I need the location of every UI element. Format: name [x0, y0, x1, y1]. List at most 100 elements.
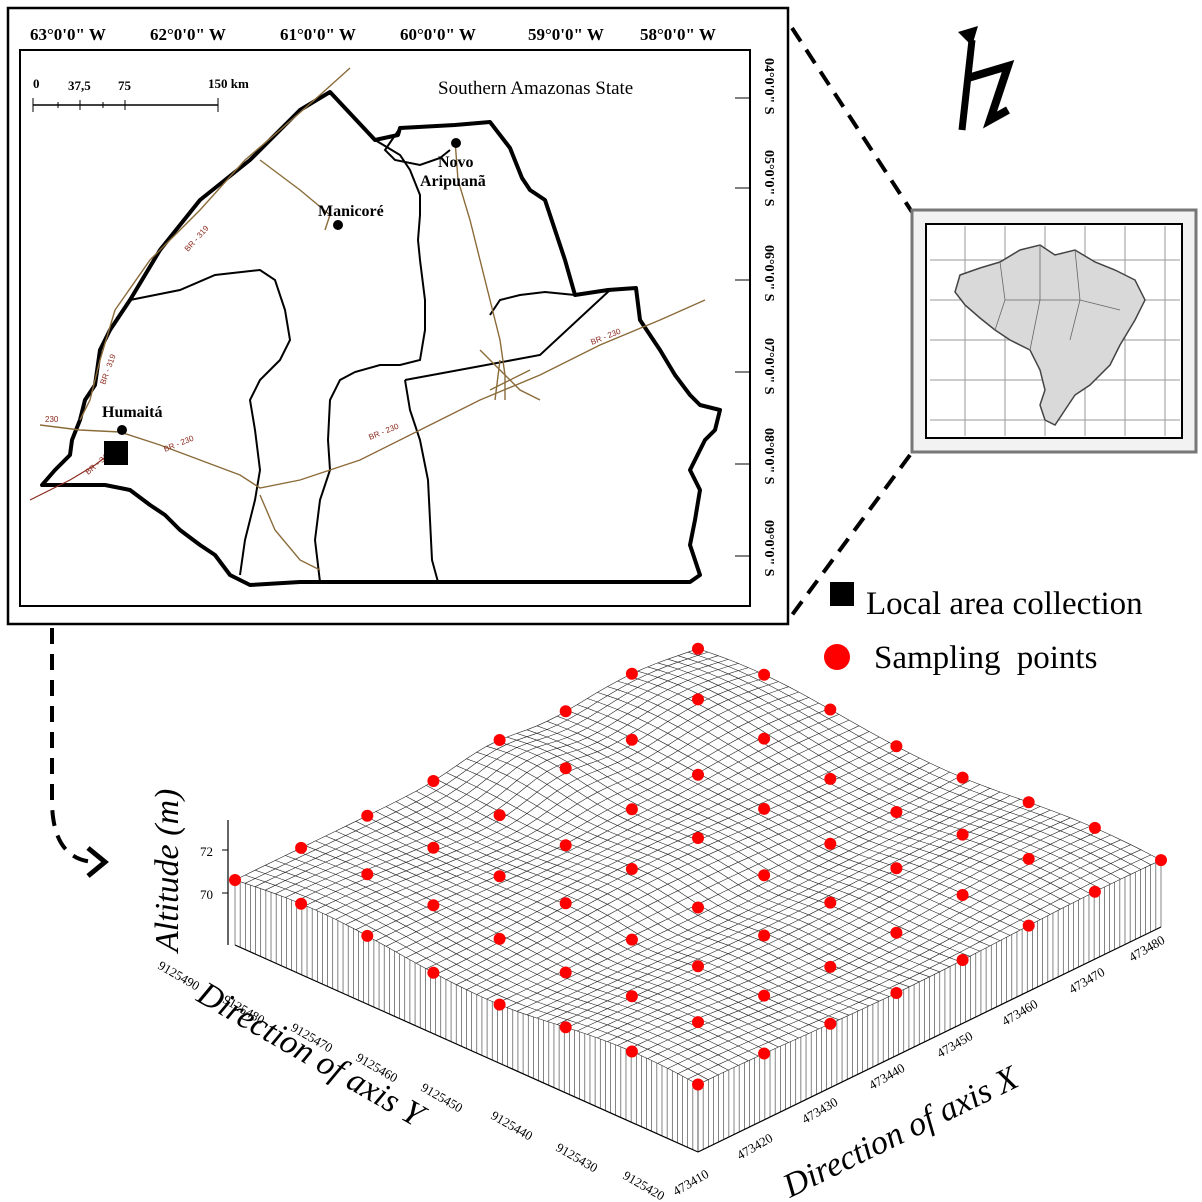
arrow-head: [86, 846, 109, 878]
mesh-line: [556, 798, 1021, 1025]
mesh-line: [657, 839, 1121, 1064]
latitude-label: 06°0'0" S: [761, 245, 776, 302]
brazil-states: [994, 245, 1121, 351]
latitude-label: 04°0'0" S: [761, 58, 776, 115]
surface-skirt-right: [697, 860, 1162, 1153]
y-tick-label: 9125440: [489, 1108, 536, 1144]
sampling-point: [824, 772, 837, 785]
mesh-line: [476, 767, 940, 995]
mesh-line: [516, 784, 980, 1012]
sampling-point: [758, 869, 771, 882]
sampling-point: [1022, 919, 1035, 932]
mesh-line: [697, 859, 1162, 1085]
sampling-point: [956, 771, 969, 784]
mesh-line: [526, 788, 991, 1016]
mesh-line: [567, 710, 1031, 926]
sampling-point: [559, 839, 572, 852]
mesh-line: [587, 698, 1051, 915]
sampling-point: [890, 987, 903, 999]
mesh-line: [617, 680, 1081, 900]
mesh-line: [466, 758, 930, 978]
z-tick-label: 70: [200, 887, 213, 902]
mesh-line: [476, 751, 940, 973]
sampling-point: [427, 775, 440, 787]
sampling-point: [758, 732, 771, 745]
municipal-borders: [129, 127, 611, 583]
mesh-line: [577, 704, 1041, 920]
sampling-point: [427, 966, 440, 979]
sampling-point: [1088, 821, 1101, 834]
y-tick-label: 9125430: [554, 1140, 601, 1176]
city-label: Manicoré: [318, 203, 384, 220]
scale-label: 37,5: [68, 78, 91, 93]
skirt-base-line: [697, 926, 1162, 1153]
longitude-label: 58°0'0" W: [640, 25, 716, 44]
mesh-line: [677, 849, 1142, 1074]
sampling-point: [692, 960, 704, 973]
scale-label: 75: [118, 78, 132, 93]
longitude-label: 61°0'0" W: [280, 25, 356, 44]
latitude-ticks: [735, 97, 750, 557]
sampling-point: [758, 929, 771, 942]
mesh-line: [627, 675, 1091, 895]
x-tick-label: 473450: [934, 1028, 975, 1060]
sampling-point: [890, 806, 903, 818]
mesh-line: [546, 721, 1011, 936]
sampling-point: [692, 1078, 704, 1091]
sampling-point: [559, 762, 572, 775]
sampling-point: [361, 929, 374, 942]
legend-square-symbol: [830, 582, 854, 606]
mesh-line: [667, 658, 1131, 875]
sampling-point: [427, 899, 440, 912]
scale-label: 0: [33, 76, 40, 91]
region-title: Southern Amazonas State: [438, 78, 633, 99]
sampling-point: [625, 863, 638, 875]
sampling-point: [758, 668, 771, 681]
mesh-line: [607, 817, 1071, 1042]
north-arrow: N: [958, 26, 1015, 131]
y-axis-title: Direction of axis Y: [190, 974, 433, 1135]
mesh-line: [486, 746, 950, 967]
sampling-point: [493, 932, 506, 945]
sampling-point: [758, 989, 771, 1002]
mesh-line: [657, 662, 1121, 880]
mesh-line: [697, 648, 1162, 861]
scale-label: 150 km: [208, 76, 249, 91]
latitude-label: 05°0'0" S: [761, 150, 776, 207]
mesh-line: [597, 813, 1061, 1039]
map-inner-frame: [19, 49, 751, 607]
sampling-point: [361, 809, 374, 822]
y-tick-label: 9125420: [621, 1168, 668, 1202]
sampling-point: [692, 832, 704, 844]
brazil-inset-map: [910, 208, 1198, 454]
x-tick-label: 473420: [734, 1130, 775, 1162]
sampling-point: [692, 693, 704, 706]
latitude-label: 08°0'0" S: [761, 428, 776, 485]
southern-amazonas-boundary: [40, 90, 722, 587]
city-label: Novo: [438, 154, 474, 171]
surface-fill: [235, 648, 1161, 1085]
city-marker: [451, 138, 461, 148]
roads: [39, 67, 706, 571]
latitude-label: 07°0'0" S: [761, 338, 776, 395]
sampling-point: [625, 803, 638, 816]
city-marker: [333, 220, 343, 230]
federal-roads: [29, 451, 113, 501]
mesh-line: [627, 825, 1091, 1050]
sampling-point: [493, 734, 506, 746]
sampling-point: [824, 703, 837, 716]
skirt-base-line: [234, 944, 699, 1153]
sampling-point: [427, 841, 440, 854]
state-map-panel: 63°0'0" W 62°0'0" W 61°0'0" W 60°0'0" W …: [6, 6, 790, 626]
legend-label: Sampling points: [874, 640, 1097, 676]
sampling-point: [559, 705, 572, 718]
mesh-line: [637, 670, 1101, 890]
sampling-point: [1022, 852, 1035, 865]
sampling-point: [758, 1047, 771, 1060]
surface-mesh: [234, 648, 1162, 1085]
sampling-point: [890, 862, 903, 875]
local-area-collection-marker: [104, 441, 128, 465]
z-tick-label: 72: [200, 844, 213, 859]
sampling-point: [692, 642, 704, 655]
